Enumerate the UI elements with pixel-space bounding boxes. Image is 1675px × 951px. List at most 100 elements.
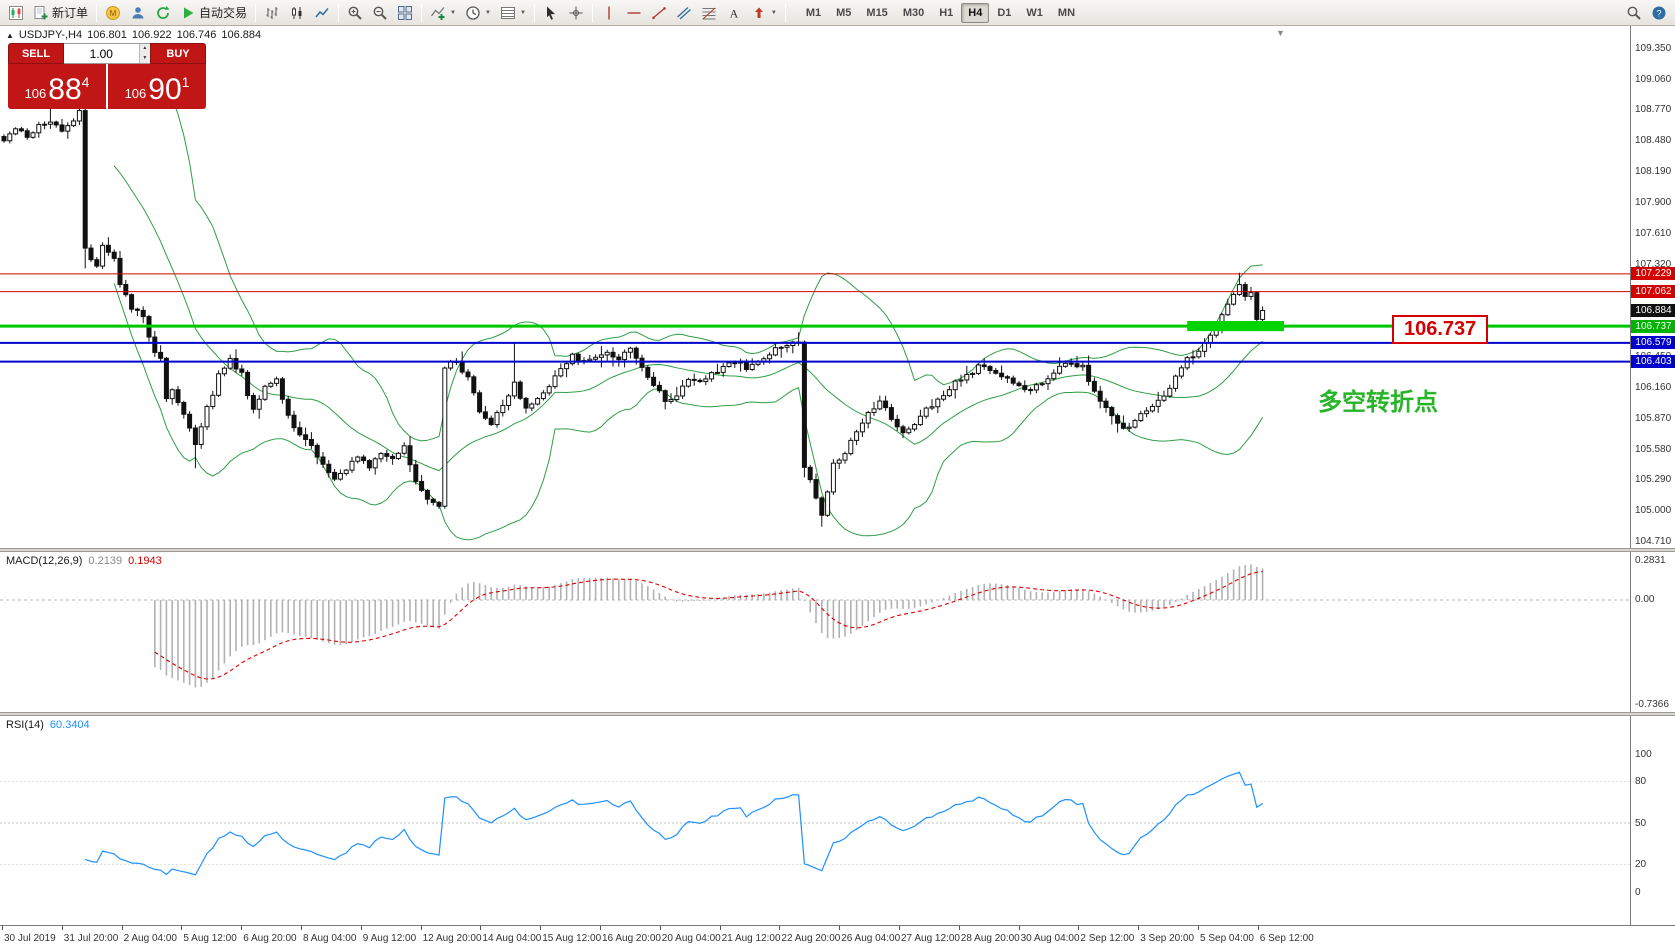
time-label: 28 Aug 20:00 xyxy=(960,933,1020,944)
search-button[interactable] xyxy=(1622,2,1646,24)
volume-decrease-button[interactable]: ▼ xyxy=(139,53,150,63)
dropdown-arrow-icon[interactable]: ▼ xyxy=(519,9,526,16)
timeframe-m5[interactable]: M5 xyxy=(836,6,852,19)
mql5-button[interactable]: M xyxy=(101,2,125,24)
time-tick xyxy=(600,926,601,930)
price-tag: 106.737 xyxy=(1631,319,1675,333)
bar-low-value: 106.746 xyxy=(176,29,217,41)
time-label: 30 Aug 04:00 xyxy=(1020,933,1080,944)
sell-price[interactable]: 106 88 4 xyxy=(8,64,106,109)
sell-button[interactable]: SELL xyxy=(8,43,64,64)
time-tick xyxy=(181,926,183,930)
templates-button[interactable]: ▼ xyxy=(496,2,530,24)
rsi-tick: 20 xyxy=(1635,858,1647,870)
tile-windows-button[interactable] xyxy=(393,2,417,24)
one-click-trading-panel: SELL ▲ ▼ BUY 106 88 4 106 xyxy=(8,43,206,109)
fibo-button[interactable] xyxy=(697,2,721,24)
arrows-button[interactable]: ▼ xyxy=(747,2,781,24)
channel-button[interactable] xyxy=(672,2,696,24)
svg-text:M: M xyxy=(110,9,117,18)
timeframe-m30[interactable]: M30 xyxy=(902,6,925,19)
rsi-pane[interactable]: RSI(14) 60.3404 100 80 50 20 0 xyxy=(0,716,1675,925)
vline-icon xyxy=(601,5,617,21)
time-tick xyxy=(301,926,302,930)
pane-splitter[interactable] xyxy=(0,712,1675,716)
fibo-icon xyxy=(701,5,717,21)
toolbar-separator xyxy=(784,3,786,22)
hline-button[interactable] xyxy=(622,2,646,24)
tile-windows-icon xyxy=(397,5,413,21)
timeframe-m1[interactable]: M1 xyxy=(805,6,822,19)
macd-scale[interactable]: 0.2831 0.00 -0.7366 xyxy=(1630,552,1675,712)
price-tick: 107.320 xyxy=(1635,258,1672,270)
dropdown-arrow-icon[interactable]: ▼ xyxy=(450,9,456,16)
time-label: 6 Aug 20:00 xyxy=(243,933,297,944)
dropdown-arrow-icon[interactable]: ▼ xyxy=(770,9,777,16)
indicators-button[interactable]: ▼ xyxy=(426,2,460,24)
time-axis[interactable]: 30 Jul 2019 31 Jul 20:00 2 Aug 04:00 5 Aug … xyxy=(0,925,1675,951)
time-tick xyxy=(1138,926,1140,930)
macd-tick: -0.7366 xyxy=(1635,698,1669,710)
trendline-button[interactable] xyxy=(647,2,671,24)
text-button[interactable]: A xyxy=(722,2,746,24)
bar-high-value: 106.922 xyxy=(131,29,172,41)
timeframe-mn[interactable]: MN xyxy=(1057,6,1076,19)
macd-tick: 0.00 xyxy=(1635,594,1655,606)
price-tick: 108.480 xyxy=(1635,135,1672,147)
bar-chart-button[interactable] xyxy=(260,2,284,24)
autotrading-button[interactable]: 自动交易 xyxy=(176,2,251,24)
time-label: 5 Sep 04:00 xyxy=(1200,933,1254,944)
crosshair-icon xyxy=(568,5,584,21)
community-button[interactable] xyxy=(126,2,150,24)
templates-icon xyxy=(500,5,516,21)
macd-name: MACD(12,26,9) xyxy=(6,555,83,567)
price-tick: 104.710 xyxy=(1635,536,1672,548)
volume-increase-button[interactable]: ▲ xyxy=(139,44,150,54)
timeframe-h1[interactable]: H1 xyxy=(939,6,954,19)
main-chart-pane[interactable]: ▲ USDJPY-,H4 106.801 106.922 106.746 106… xyxy=(0,26,1675,548)
chart-shift-marker-icon[interactable]: ▼ xyxy=(1276,28,1285,38)
volume-input[interactable] xyxy=(64,44,139,63)
community-icon xyxy=(130,5,146,21)
text-icon: A xyxy=(726,5,742,21)
candle-chart-button[interactable] xyxy=(285,2,309,24)
buy-button[interactable]: BUY xyxy=(150,43,206,64)
buy-price[interactable]: 106 90 1 xyxy=(108,64,206,109)
crosshair-button[interactable] xyxy=(564,2,588,24)
buy-price-sup: 1 xyxy=(181,74,190,90)
new-order-button[interactable]: 新订单 xyxy=(29,2,92,24)
price-tick: 106.160 xyxy=(1635,381,1672,393)
price-chart-canvas[interactable] xyxy=(0,26,1630,548)
main-price-scale[interactable]: 109.350 109.060 108.770 108.480 108.190 107.9… xyxy=(1630,26,1675,548)
timeframe-h4[interactable]: H4 xyxy=(961,2,990,23)
cursor-button[interactable] xyxy=(539,2,563,24)
rsi-tick: 100 xyxy=(1635,748,1652,760)
toolbar-separator xyxy=(591,3,593,22)
periods-button[interactable]: ▼ xyxy=(461,2,495,24)
rsi-scale[interactable]: 100 80 50 20 0 xyxy=(1630,716,1675,925)
zoom-out-button[interactable] xyxy=(368,2,392,24)
toolbar-right-group: ? xyxy=(1622,2,1671,24)
time-label: 15 Aug 12:00 xyxy=(542,933,602,944)
vline-button[interactable] xyxy=(597,2,621,24)
help-button[interactable]: ? xyxy=(1647,2,1671,24)
dropdown-arrow-icon[interactable]: ▼ xyxy=(484,9,491,16)
price-tick: 105.000 xyxy=(1635,505,1672,517)
refresh-button[interactable] xyxy=(151,2,175,24)
time-tick xyxy=(719,926,721,930)
trade-panel-toggle-icon[interactable]: ▲ xyxy=(6,30,14,40)
new-order-label: 新订单 xyxy=(52,6,89,20)
timeframe-d1[interactable]: D1 xyxy=(997,6,1012,19)
bar-close-value: 106.884 xyxy=(221,29,262,41)
time-label: 2 Sep 12:00 xyxy=(1080,933,1135,944)
time-label: 16 Aug 20:00 xyxy=(602,933,661,944)
timeframe-m15[interactable]: M15 xyxy=(866,6,888,19)
toolbar-separator xyxy=(255,3,257,22)
line-chart-button[interactable] xyxy=(310,2,334,24)
macd-pane[interactable]: MACD(12,26,9) 0.2139 0.1943 0.2831 0.00 -0… xyxy=(0,552,1675,712)
zoom-in-button[interactable] xyxy=(343,2,367,24)
new-chart-button[interactable] xyxy=(4,2,28,24)
pane-splitter[interactable] xyxy=(0,548,1675,552)
timeframe-w1[interactable]: W1 xyxy=(1026,6,1043,19)
